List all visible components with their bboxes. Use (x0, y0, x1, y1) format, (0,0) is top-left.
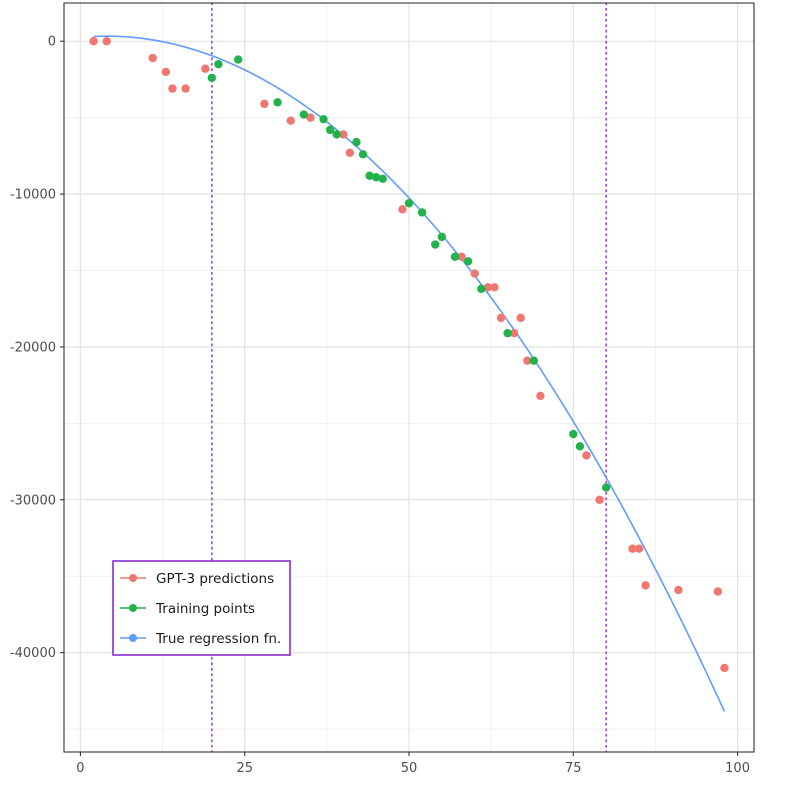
training-points-point (273, 98, 282, 107)
y-tick-label: -20000 (10, 340, 56, 355)
training-points-point (463, 257, 473, 266)
gpt-3-predictions-point (168, 84, 177, 93)
y-tick-label: 0 (48, 35, 56, 50)
training-points-point (352, 137, 361, 147)
gpt-3-predictions-point (345, 148, 355, 157)
gpt-3-predictions-point (339, 130, 348, 139)
training-points-point (417, 208, 427, 217)
training-points-point (378, 174, 387, 183)
gpt-3-predictions-point (457, 252, 466, 261)
training-points-point (233, 55, 243, 64)
gpt-3-predictions-point (516, 313, 525, 323)
gpt-3-predictions-point (720, 663, 729, 673)
gpt-3-predictions-point (398, 205, 407, 214)
training-points-point (569, 429, 578, 439)
x-tick-label: 50 (401, 761, 418, 776)
gpt-3-predictions-point (181, 84, 190, 93)
y-tick-label: -40000 (10, 646, 56, 661)
axis-ticks: 0 25 50 75 100 0 -10000 -20000 -30000 -40000 (10, 35, 750, 776)
training-points-point (477, 284, 486, 294)
gpt-3-predictions-point (582, 451, 591, 460)
gpt-3-predictions-point (490, 283, 499, 292)
reference-lines (211, 2, 607, 753)
legend: GPT-3 predictions Training points True reg… (112, 560, 291, 656)
gpt-3-predictions-point (260, 99, 269, 109)
gpt-3-predictions-point (306, 113, 315, 122)
gpt-3-predictions-point (536, 391, 545, 401)
training-points-point (431, 240, 440, 249)
training-points-point (529, 356, 539, 365)
training-points-point (404, 199, 414, 208)
training-points-point (319, 114, 328, 124)
training-points-point (503, 328, 512, 338)
training-points-point (214, 59, 223, 69)
gpt-3-predictions-point (674, 585, 683, 595)
training-points-point (358, 150, 368, 159)
y-tick-label: -10000 (10, 188, 56, 203)
training-points-point (450, 252, 460, 261)
legend-label: Training points (155, 601, 255, 617)
training-points-point (299, 110, 309, 119)
legend-label: GPT-3 predictions (156, 571, 274, 587)
x-tick-label: 75 (565, 761, 582, 776)
training-points-point (601, 483, 611, 492)
training-points-point (207, 73, 217, 83)
x-tick-label: 100 (725, 761, 750, 776)
gpt-3-predictions-point (595, 495, 604, 504)
gpt-3-predictions-point (496, 313, 506, 323)
training-points-point (325, 125, 335, 135)
gpt-3-predictions-point (148, 53, 157, 63)
gpt-3-predictions-point (523, 356, 532, 365)
gpt-3-predictions-point (286, 116, 295, 125)
legend-key-point (129, 634, 137, 642)
y-tick-label: -30000 (10, 493, 56, 508)
gpt-3-predictions-point (634, 544, 644, 553)
gpt-3-predictions-point (713, 587, 723, 596)
gpt-3-predictions-point (628, 544, 637, 553)
gpt-3-predictions-point (201, 64, 210, 73)
training-points-point (365, 171, 374, 180)
gpt-3-predictions-point (89, 37, 98, 46)
legend-label: True regression fn. (155, 631, 281, 647)
x-tick-label: 0 (76, 761, 84, 776)
regression-line-layer (93, 35, 726, 712)
training-points-point (437, 232, 447, 242)
gpt-3-predictions-point (470, 269, 479, 278)
training-points-point (332, 130, 341, 139)
gpt-3-predictions-point (509, 328, 519, 338)
x-tick-label: 25 (236, 761, 253, 776)
true-regression-line (93, 35, 726, 712)
gpt-3-predictions-point (102, 37, 111, 46)
legend-key-point (129, 574, 137, 582)
training-points-point (575, 442, 585, 451)
gpt-3-predictions-point (641, 581, 650, 590)
legend-key-point (129, 604, 137, 612)
gpt-3-predictions-point (161, 67, 171, 76)
gpt-3-predictions-point (483, 283, 493, 292)
training-points-point (371, 173, 381, 182)
points-layer (89, 37, 729, 673)
